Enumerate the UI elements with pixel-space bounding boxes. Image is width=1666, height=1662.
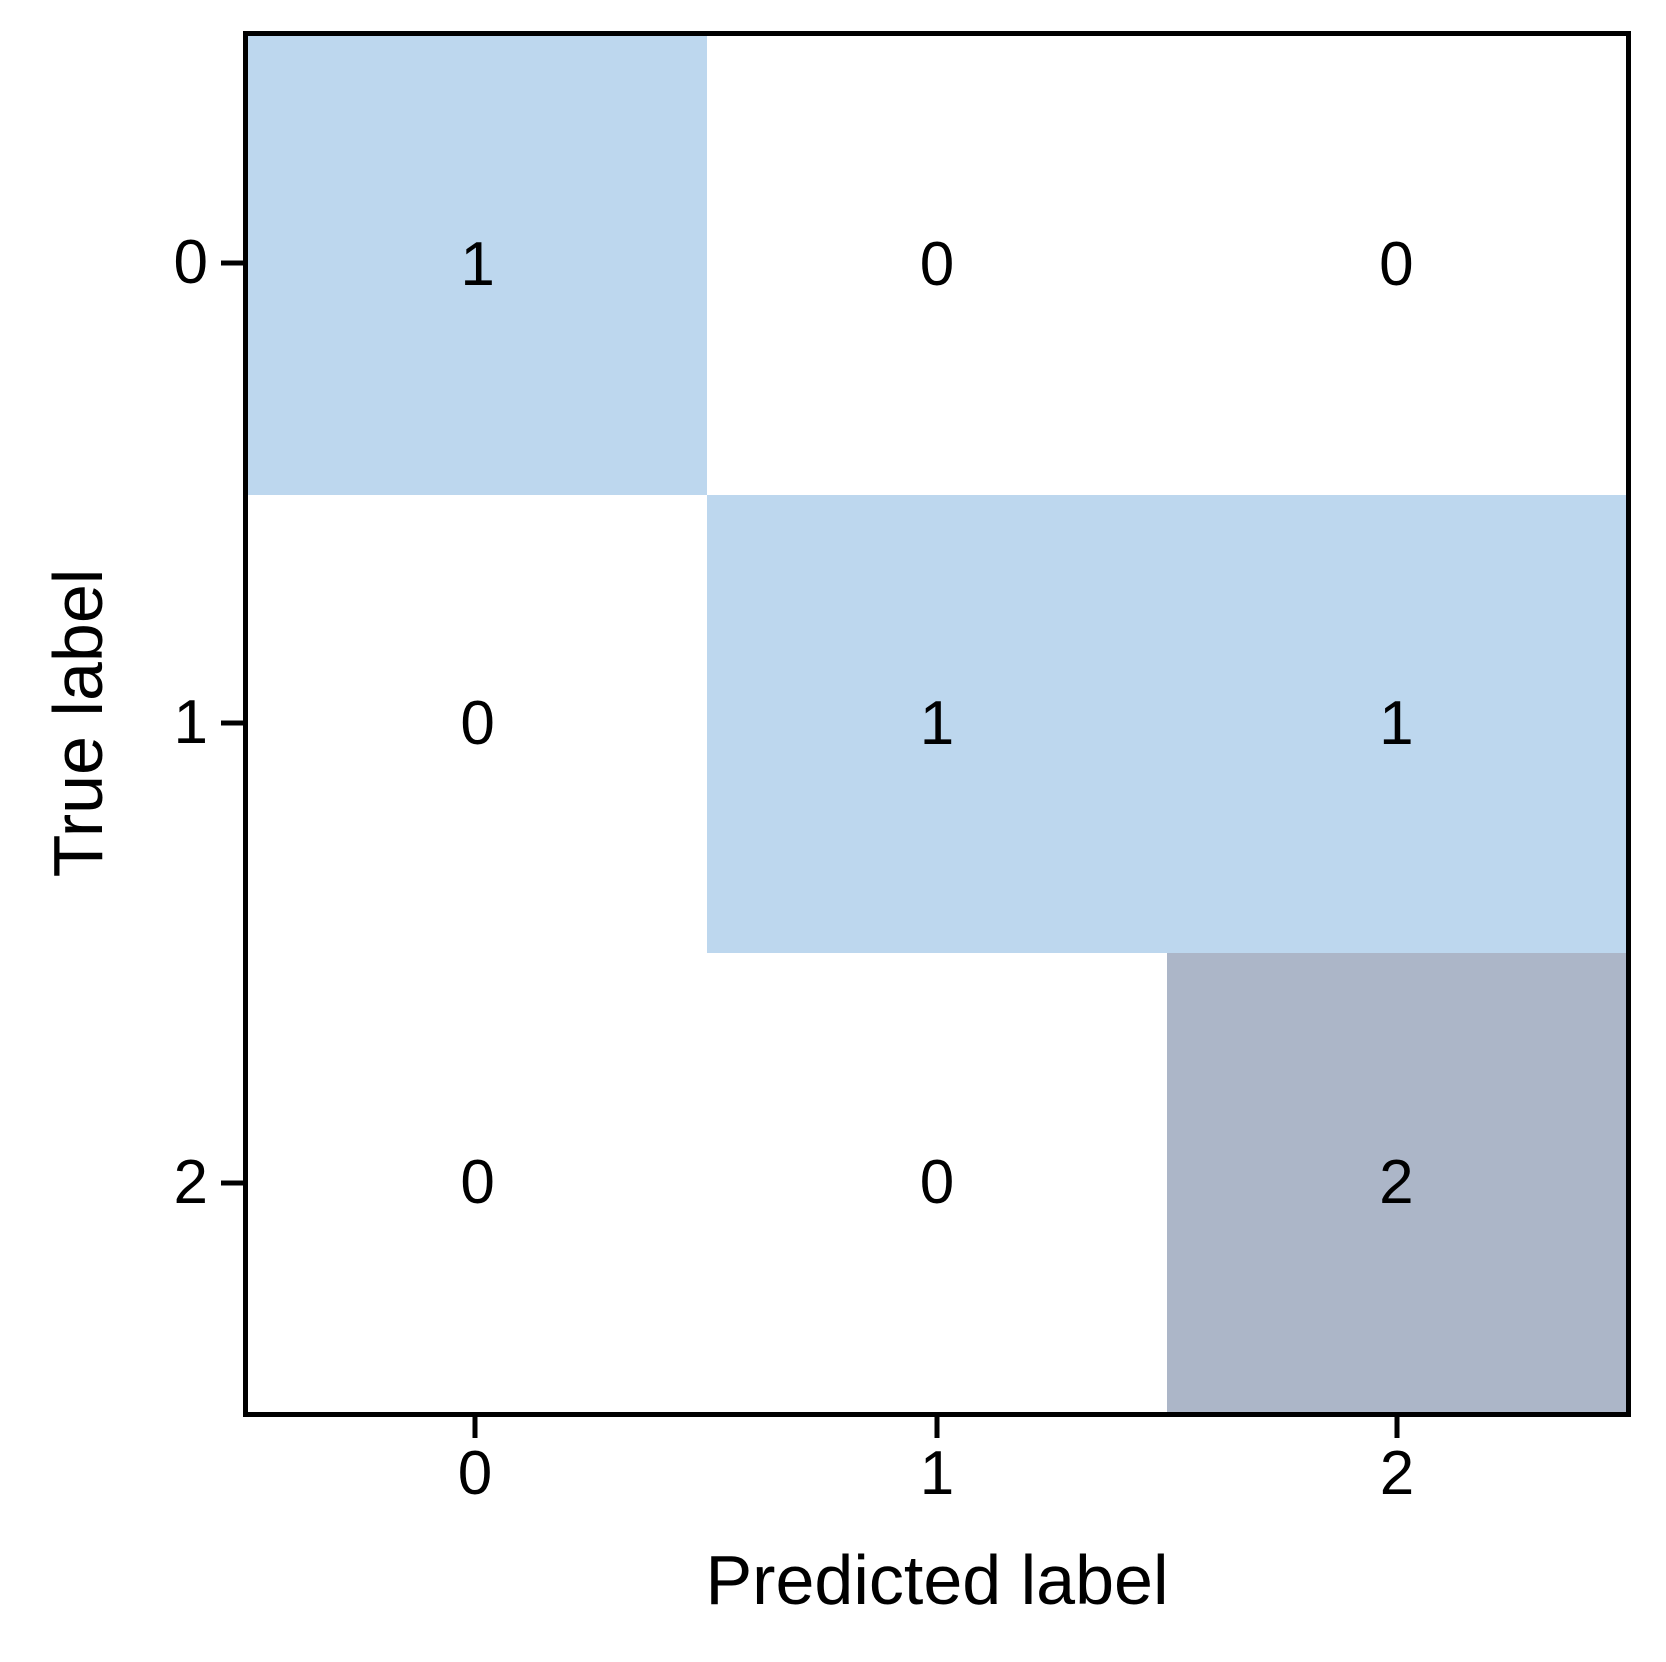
x-axis-label: Predicted label — [705, 1541, 1169, 1619]
y-tick-label-1: 1 — [173, 688, 208, 757]
plot-area: 1 0 0 0 1 1 0 0 2 — [243, 31, 1631, 1417]
matrix-cell-r1c1: 1 — [707, 494, 1167, 954]
matrix-cell-r2c1: 0 — [707, 953, 1167, 1412]
x-tick-mark-0 — [472, 1415, 478, 1438]
matrix-cell-r0c0: 1 — [248, 36, 708, 495]
matrix-cell-r0c1: 0 — [707, 36, 1167, 495]
matrix-cell-r1c2: 1 — [1166, 494, 1626, 954]
matrix-cell-r0c2: 0 — [1166, 36, 1626, 495]
y-tick-mark-2 — [221, 1180, 244, 1186]
x-tick-mark-2 — [1394, 1415, 1400, 1438]
x-tick-mark-1 — [934, 1415, 940, 1438]
matrix-cell-r1c0: 0 — [248, 494, 708, 954]
y-tick-label-0: 0 — [173, 228, 208, 297]
x-tick-label-0: 0 — [457, 1439, 493, 1508]
matrix-cell-r2c0: 0 — [248, 953, 708, 1412]
y-tick-mark-1 — [221, 720, 244, 726]
y-tick-mark-0 — [221, 260, 244, 266]
x-tick-label-1: 1 — [919, 1439, 955, 1508]
matrix-cell-r2c2: 2 — [1166, 953, 1626, 1412]
x-tick-label-2: 2 — [1379, 1439, 1415, 1508]
y-axis-label: True label — [39, 568, 117, 878]
y-tick-label-2: 2 — [173, 1148, 208, 1217]
